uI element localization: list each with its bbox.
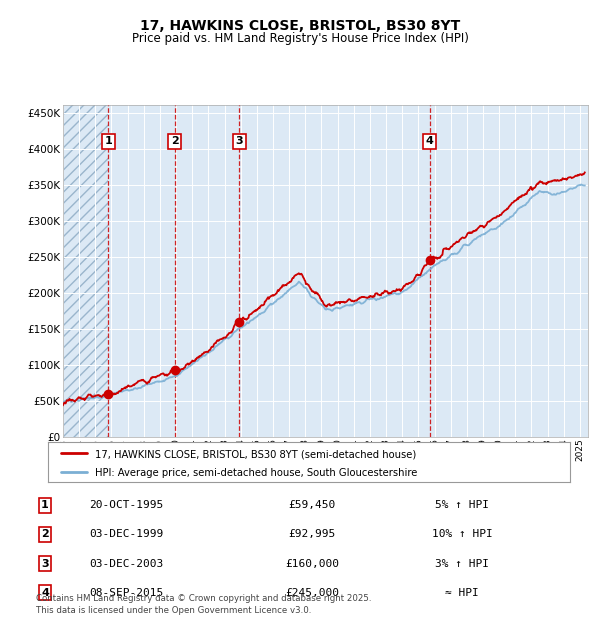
Text: 4: 4 bbox=[41, 588, 49, 598]
Text: 1: 1 bbox=[41, 500, 49, 510]
Text: 3: 3 bbox=[41, 559, 49, 569]
Text: 3% ↑ HPI: 3% ↑ HPI bbox=[435, 559, 489, 569]
Text: £59,450: £59,450 bbox=[289, 500, 335, 510]
Text: ≈ HPI: ≈ HPI bbox=[445, 588, 479, 598]
Text: Contains HM Land Registry data © Crown copyright and database right 2025.
This d: Contains HM Land Registry data © Crown c… bbox=[36, 594, 371, 615]
Text: 17, HAWKINS CLOSE, BRISTOL, BS30 8YT: 17, HAWKINS CLOSE, BRISTOL, BS30 8YT bbox=[140, 19, 460, 33]
Text: 03-DEC-2003: 03-DEC-2003 bbox=[89, 559, 163, 569]
Text: £92,995: £92,995 bbox=[289, 529, 335, 539]
Text: 5% ↑ HPI: 5% ↑ HPI bbox=[435, 500, 489, 510]
Text: 17, HAWKINS CLOSE, BRISTOL, BS30 8YT (semi-detached house): 17, HAWKINS CLOSE, BRISTOL, BS30 8YT (se… bbox=[95, 449, 416, 459]
Text: Price paid vs. HM Land Registry's House Price Index (HPI): Price paid vs. HM Land Registry's House … bbox=[131, 32, 469, 45]
Text: 03-DEC-1999: 03-DEC-1999 bbox=[89, 529, 163, 539]
Text: £245,000: £245,000 bbox=[285, 588, 339, 598]
Text: 2: 2 bbox=[41, 529, 49, 539]
Text: 10% ↑ HPI: 10% ↑ HPI bbox=[431, 529, 493, 539]
Text: HPI: Average price, semi-detached house, South Gloucestershire: HPI: Average price, semi-detached house,… bbox=[95, 468, 418, 478]
Text: 08-SEP-2015: 08-SEP-2015 bbox=[89, 588, 163, 598]
Text: £160,000: £160,000 bbox=[285, 559, 339, 569]
Text: 1: 1 bbox=[104, 136, 112, 146]
Text: 20-OCT-1995: 20-OCT-1995 bbox=[89, 500, 163, 510]
Bar bbox=[63, 105, 108, 437]
Text: 4: 4 bbox=[425, 136, 433, 146]
Text: 3: 3 bbox=[236, 136, 243, 146]
Text: 2: 2 bbox=[171, 136, 179, 146]
